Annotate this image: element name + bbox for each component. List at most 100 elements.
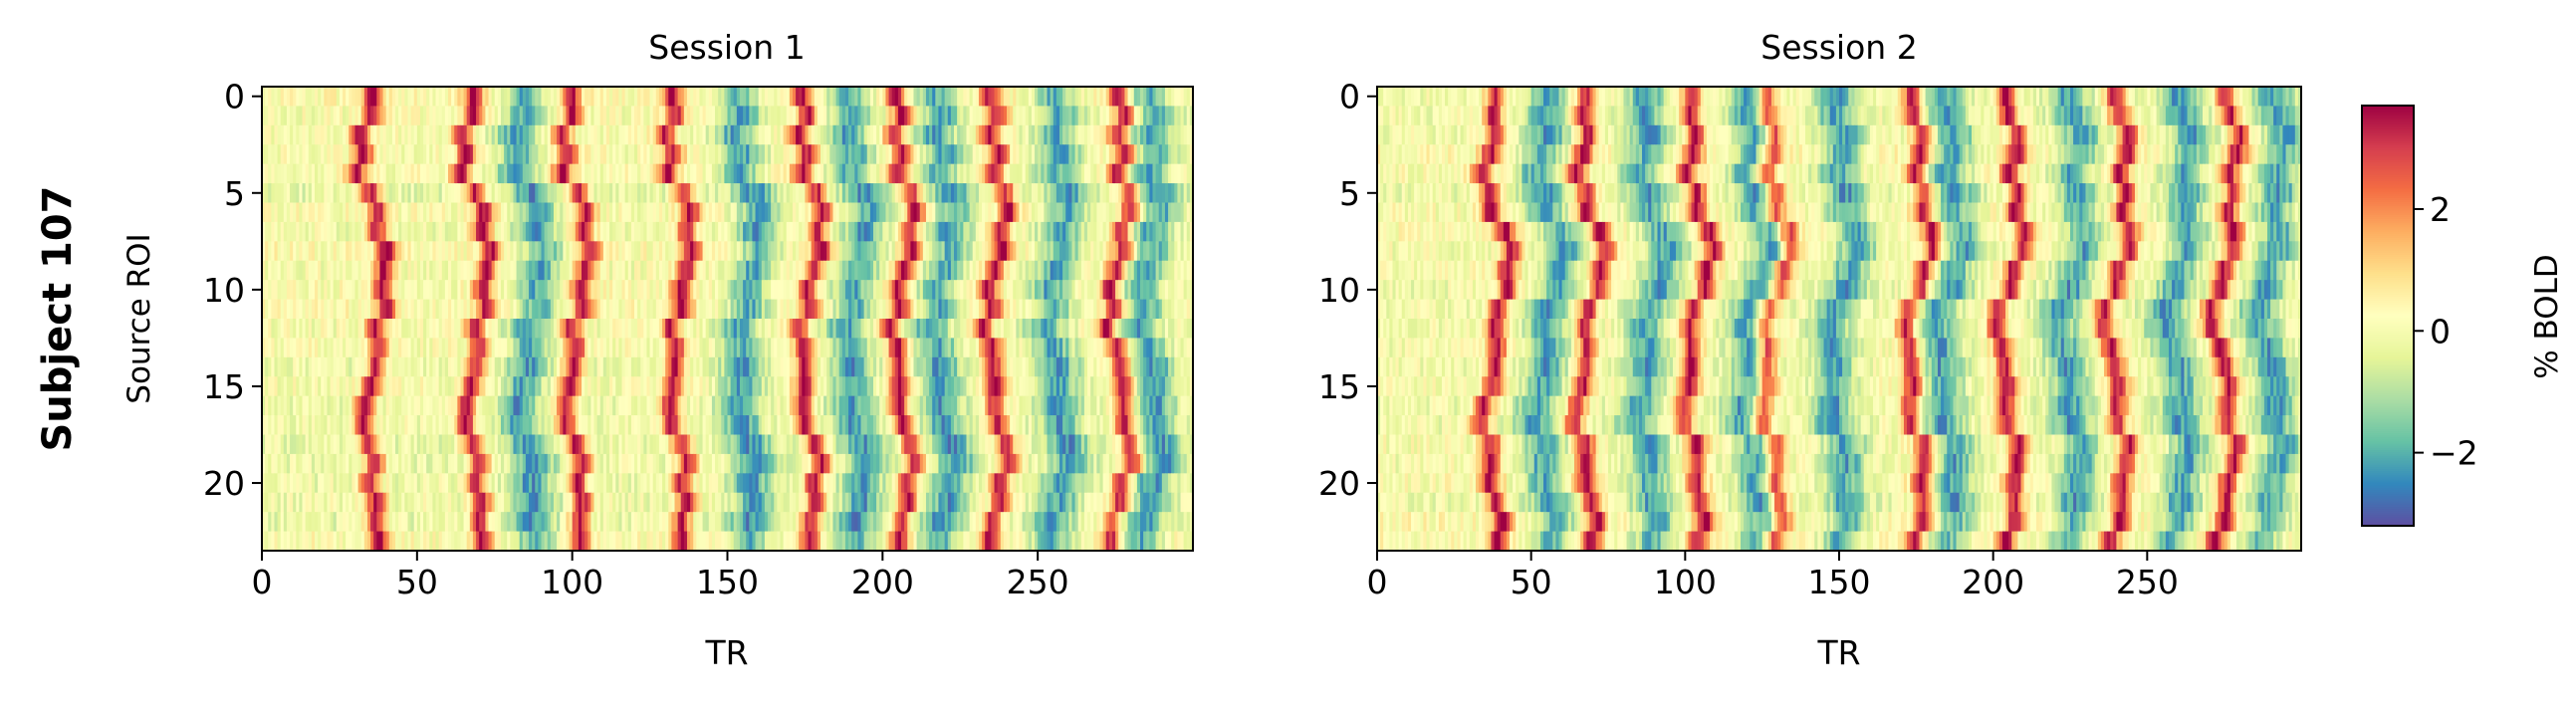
heatmap-cell bbox=[1161, 319, 1166, 340]
heatmap-cell bbox=[1019, 338, 1024, 358]
heatmap-cell bbox=[1118, 376, 1122, 397]
heatmap-cell bbox=[391, 260, 396, 281]
heatmap-cell bbox=[1093, 319, 1097, 340]
heatmap-cell bbox=[327, 280, 332, 301]
heatmap-cell bbox=[799, 395, 803, 416]
heatmap-cell bbox=[376, 280, 381, 301]
heatmap-cell bbox=[457, 202, 462, 223]
heatmap-cell bbox=[646, 260, 651, 281]
heatmap-cell bbox=[655, 395, 660, 416]
heatmap-cell bbox=[401, 241, 405, 262]
heatmap-cell bbox=[799, 87, 803, 108]
heatmap-cell bbox=[582, 124, 585, 145]
heatmap-cell bbox=[432, 202, 437, 223]
heatmap-cell bbox=[1031, 356, 1036, 377]
heatmap-cell bbox=[1090, 338, 1094, 358]
heatmap-cell bbox=[500, 280, 505, 301]
heatmap-cell bbox=[1071, 241, 1076, 262]
heatmap-cell bbox=[299, 124, 304, 145]
heatmap-cell bbox=[550, 338, 555, 358]
heatmap-cell bbox=[1087, 356, 1091, 377]
heatmap-cell bbox=[519, 280, 524, 301]
heatmap-cell bbox=[612, 280, 616, 301]
heatmap-cell bbox=[1074, 183, 1079, 204]
heatmap-cell bbox=[407, 124, 412, 145]
heatmap-cell bbox=[1136, 338, 1141, 358]
heatmap-cell bbox=[1155, 319, 1160, 340]
heatmap-cell bbox=[894, 106, 899, 126]
heatmap-cell bbox=[1077, 106, 1082, 126]
heatmap-cell bbox=[658, 280, 663, 301]
heatmap-cell bbox=[516, 260, 521, 281]
heatmap-cell bbox=[907, 319, 911, 340]
heatmap-cell bbox=[789, 106, 794, 126]
heatmap-cell bbox=[585, 183, 588, 204]
heatmap-cell bbox=[743, 395, 747, 416]
heatmap-cell bbox=[802, 163, 807, 184]
heatmap-cell bbox=[1118, 260, 1122, 281]
heatmap-cell bbox=[854, 260, 858, 281]
heatmap-cell bbox=[925, 144, 930, 165]
heatmap-cell bbox=[752, 395, 757, 416]
heatmap-cell bbox=[404, 241, 409, 262]
heatmap-cell bbox=[557, 163, 561, 184]
heatmap-cell bbox=[485, 221, 490, 242]
heatmap-cell bbox=[891, 87, 896, 108]
heatmap-cell bbox=[1007, 241, 1011, 262]
heatmap-cell bbox=[1168, 241, 1172, 262]
heatmap-cell bbox=[482, 356, 486, 377]
heatmap-cell bbox=[395, 241, 399, 262]
heatmap-cell bbox=[1105, 87, 1110, 108]
heatmap-cell bbox=[774, 163, 778, 184]
heatmap-cell bbox=[346, 241, 350, 262]
heatmap-cell bbox=[1058, 87, 1063, 108]
heatmap-cell bbox=[885, 144, 890, 165]
heatmap-cell bbox=[1080, 299, 1085, 320]
heatmap-cell bbox=[969, 202, 974, 223]
heatmap-cell bbox=[1074, 124, 1079, 145]
heatmap-cell bbox=[1044, 280, 1049, 301]
heatmap-cell bbox=[764, 241, 769, 262]
heatmap-cell bbox=[618, 221, 623, 242]
heatmap-cell bbox=[593, 183, 598, 204]
heatmap-cell bbox=[718, 299, 722, 320]
heatmap-cell bbox=[1074, 87, 1079, 108]
heatmap-cell bbox=[451, 319, 455, 340]
heatmap-cell bbox=[1038, 280, 1042, 301]
heatmap-cell bbox=[882, 280, 887, 301]
heatmap-cell bbox=[277, 183, 282, 204]
heatmap-cell bbox=[823, 299, 827, 320]
heatmap-cell bbox=[1013, 87, 1017, 108]
heatmap-cell bbox=[736, 144, 741, 165]
heatmap-cell bbox=[354, 356, 359, 377]
heatmap-cell bbox=[991, 144, 996, 165]
heatmap-cell bbox=[869, 376, 874, 397]
heatmap-cell bbox=[391, 106, 396, 126]
heatmap-cell bbox=[1096, 202, 1101, 223]
heatmap-cell bbox=[1013, 299, 1017, 320]
heatmap-cell bbox=[423, 106, 427, 126]
heatmap-cell bbox=[290, 87, 294, 108]
heatmap-cell bbox=[814, 299, 819, 320]
heatmap-cell bbox=[941, 356, 946, 377]
heatmap-cell bbox=[932, 163, 936, 184]
heatmap-cell bbox=[1074, 319, 1079, 340]
heatmap-cell bbox=[343, 395, 347, 416]
heatmap-cell bbox=[901, 299, 905, 320]
heatmap-cell bbox=[476, 299, 480, 320]
heatmap-cell bbox=[1183, 124, 1188, 145]
heatmap-cell bbox=[885, 163, 890, 184]
heatmap-cell bbox=[1025, 356, 1030, 377]
heatmap-cell bbox=[321, 395, 325, 416]
heatmap-cell bbox=[1180, 124, 1185, 145]
heatmap-cell bbox=[541, 299, 546, 320]
heatmap-cell bbox=[432, 106, 437, 126]
heatmap-cell bbox=[609, 280, 613, 301]
heatmap-cell bbox=[910, 163, 915, 184]
heatmap-cell bbox=[721, 124, 725, 145]
heatmap-cell bbox=[529, 280, 533, 301]
heatmap-cell bbox=[1143, 356, 1147, 377]
heatmap-cell bbox=[838, 319, 843, 340]
heatmap-cell bbox=[913, 376, 918, 397]
heatmap-cell bbox=[472, 376, 477, 397]
